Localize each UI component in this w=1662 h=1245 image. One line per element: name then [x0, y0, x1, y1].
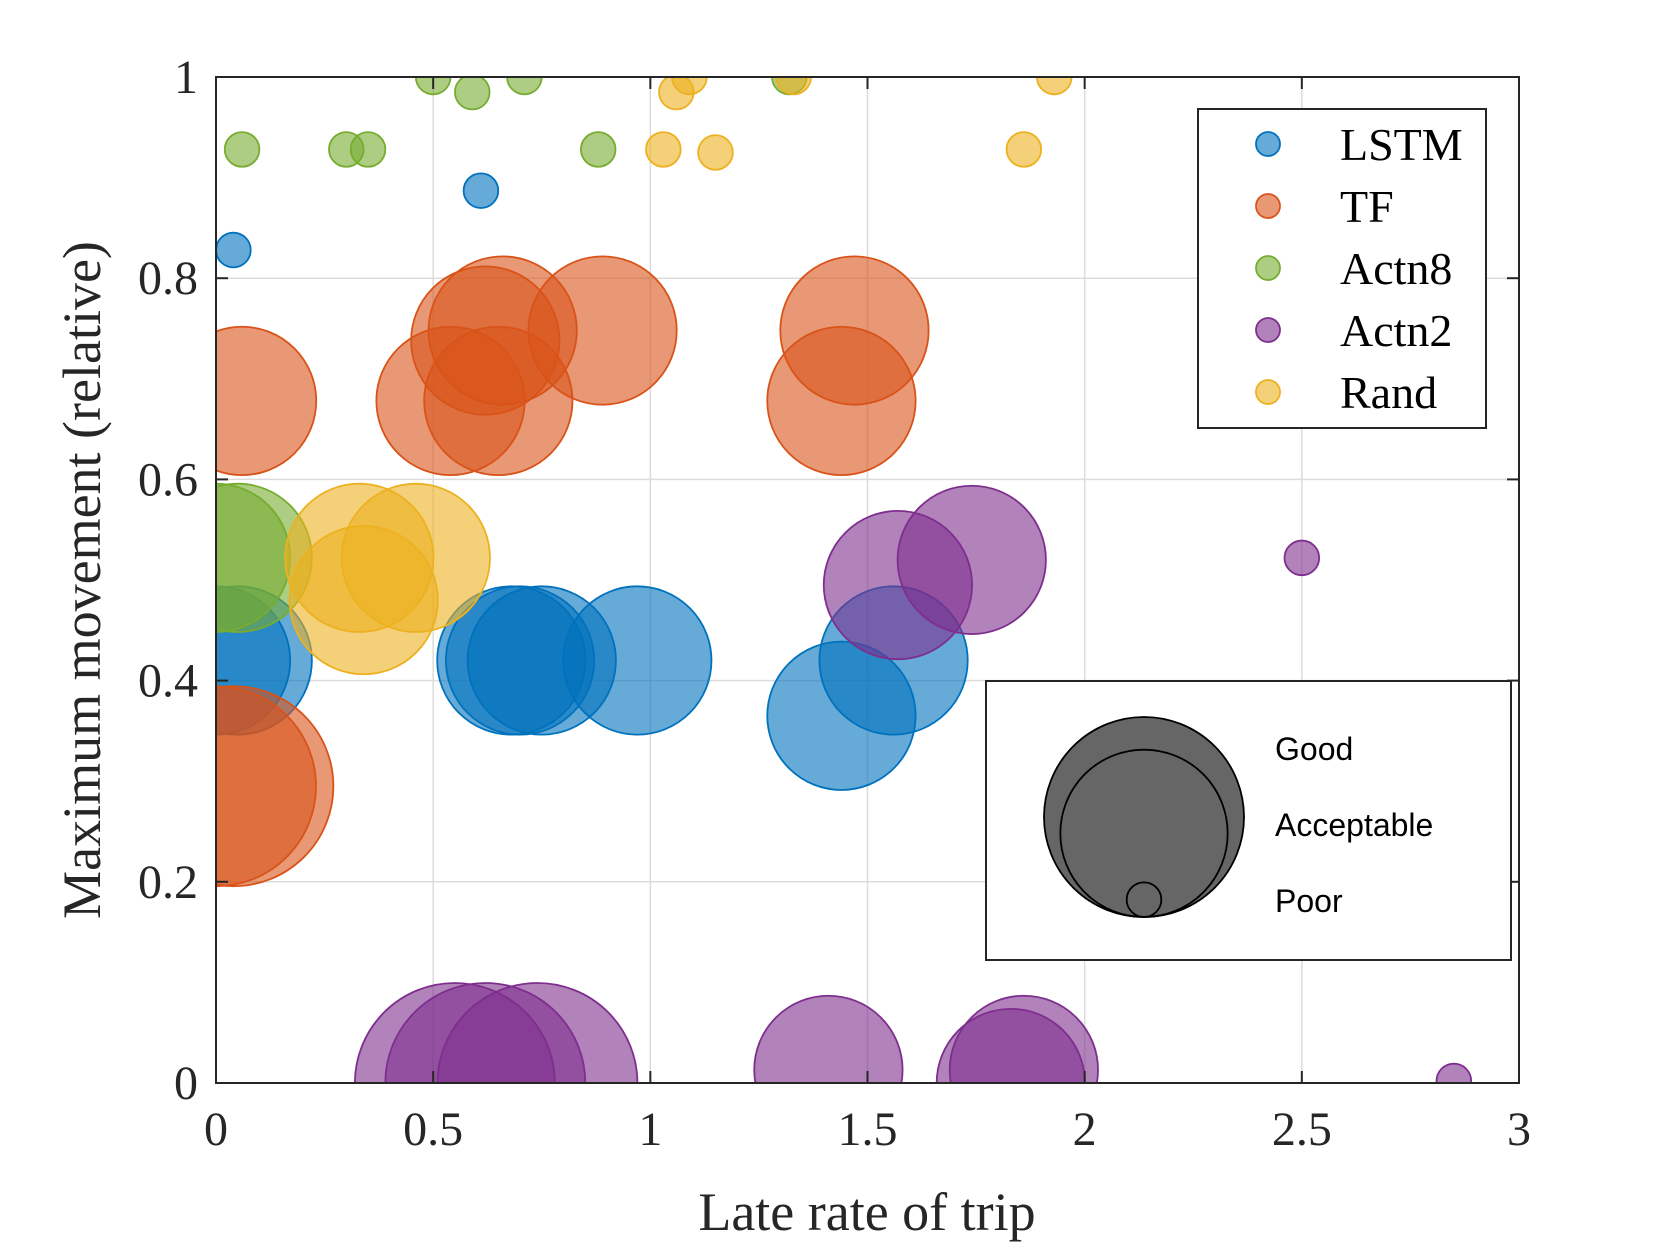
size-legend: Good Acceptable Poor [985, 680, 1512, 961]
point-lstm [462, 172, 500, 209]
point-actn8 [223, 131, 261, 168]
point-lstm [766, 640, 917, 791]
point-actn2 [896, 484, 1047, 635]
y-tick-label: 0.8 [138, 252, 198, 305]
point-lstm [562, 585, 713, 736]
point-actn2 [1283, 539, 1321, 577]
x-tick-label: 1 [638, 1103, 662, 1156]
point-rand [645, 131, 682, 168]
points [216, 77, 1473, 1083]
point-actn2 [436, 982, 639, 1083]
size-legend-label-acceptable: Acceptable [1275, 807, 1433, 843]
legend-marker-rand [1255, 379, 1281, 405]
y-tick-label: 0.4 [138, 655, 198, 708]
point-tf [527, 255, 678, 406]
point-actn8 [454, 77, 491, 111]
size-legend-marker-poor [1125, 881, 1163, 918]
y-axis-title: Maximum movement (relative) [52, 241, 112, 919]
x-tick-label: 0.5 [403, 1103, 463, 1156]
x-tick-label: 1.5 [838, 1103, 898, 1156]
series-legend-box [1197, 108, 1487, 429]
size-legend-label-poor: Poor [1275, 883, 1343, 919]
point-actn2 [935, 1007, 1086, 1083]
point-rand [1036, 77, 1073, 96]
legend-marker-actn2 [1255, 317, 1281, 343]
legend-label-tf: TF [1340, 181, 1394, 232]
x-tick-label: 0 [204, 1103, 228, 1156]
legend-marker-actn8 [1255, 255, 1281, 281]
legend-marker-lstm [1255, 131, 1281, 157]
point-actn2 [1435, 1062, 1473, 1083]
y-tick-label: 0.6 [138, 453, 198, 506]
y-tick-label: 1 [174, 51, 198, 104]
point-rand [775, 77, 812, 96]
x-tick-label: 3 [1507, 1103, 1531, 1156]
x-tick-label: 2.5 [1272, 1103, 1332, 1156]
legend-label-lstm: LSTM [1340, 119, 1463, 170]
legend-marker-tf [1255, 193, 1281, 219]
legend-label-actn2: Actn2 [1340, 305, 1452, 356]
point-tf [216, 325, 318, 476]
y-tick-label: 0.2 [138, 856, 198, 909]
point-actn8 [506, 77, 543, 96]
legend-label-rand: Rand [1340, 367, 1437, 418]
x-axis-title: Late rate of trip [698, 1182, 1035, 1242]
point-rand [288, 525, 439, 676]
legend-label-actn8: Actn8 [1340, 243, 1452, 294]
size-legend-label-good: Good [1275, 731, 1353, 767]
point-lstm [216, 231, 252, 269]
point-tf [216, 685, 335, 888]
series-legend: LSTM TF Actn8 Actn2 Rand [1197, 108, 1487, 429]
point-tf [779, 255, 930, 406]
point-rand [671, 77, 708, 96]
y-tick-label: 0 [174, 1057, 198, 1110]
point-actn8 [349, 131, 387, 168]
point-rand [1005, 131, 1043, 168]
point-actn8 [579, 131, 617, 168]
ticks: 0 0.5 1 1.5 2 2.5 3 0 0.2 0.4 0.6 0.8 1 [138, 51, 1531, 1156]
point-rand [697, 134, 734, 171]
x-tick-label: 2 [1073, 1103, 1097, 1156]
point-actn2 [753, 994, 904, 1083]
